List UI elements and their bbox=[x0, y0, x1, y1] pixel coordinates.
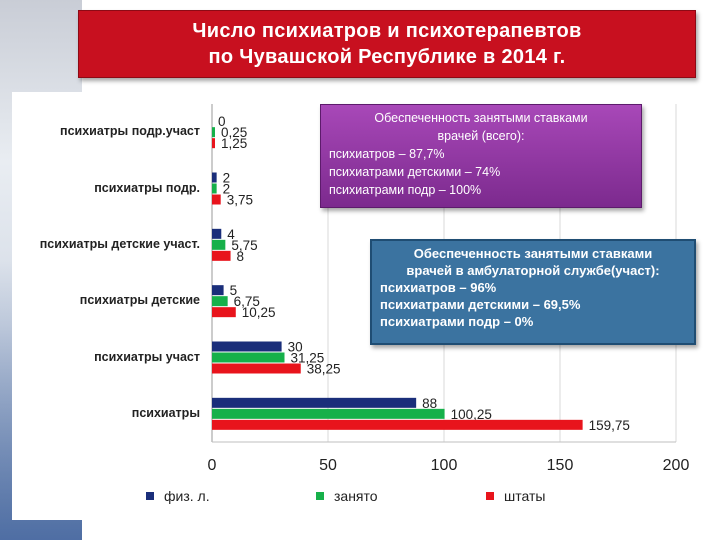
legend-swatch-staff bbox=[486, 492, 494, 500]
bar-phys bbox=[212, 341, 282, 352]
legend-label-phys: физ. л. bbox=[164, 488, 210, 504]
title-banner: Число психиатров и психотерапевтов по Чу… bbox=[78, 10, 696, 78]
box2-header-1: Обеспеченность занятыми ставками bbox=[413, 246, 653, 261]
legend-item-staff: штаты bbox=[486, 488, 545, 504]
category-label: психиатры детские участ. bbox=[39, 236, 200, 251]
x-tick-label: 100 bbox=[431, 457, 458, 474]
box2-line-2: психиатрами детскими – 69,5% bbox=[380, 297, 581, 312]
box2-line-3: психиатрами подр – 0% bbox=[380, 314, 534, 329]
annotation-box-total: Обеспеченность занятыми ставками врачей … bbox=[320, 104, 642, 208]
data-label-staff: 3,75 bbox=[227, 193, 253, 208]
bar-phys bbox=[212, 172, 217, 183]
annotation-box-outpatient: Обеспеченность занятыми ставками врачей … bbox=[370, 239, 696, 345]
data-label-occupied: 100,25 bbox=[451, 407, 492, 422]
bar-occupied bbox=[212, 296, 228, 307]
legend-label-occupied: занято bbox=[334, 488, 378, 504]
data-label-occupied: 6,75 bbox=[234, 294, 260, 309]
legend-label-staff: штаты bbox=[504, 488, 546, 504]
data-label-occupied: 5,75 bbox=[231, 238, 257, 253]
data-label-staff: 38,25 bbox=[307, 362, 341, 377]
title-line-2: по Чувашской Республике в 2014 г. bbox=[208, 46, 566, 68]
box1-header-1: Обеспеченность занятыми ставками bbox=[374, 111, 588, 125]
data-label-staff: 8 bbox=[237, 249, 245, 264]
bar-phys bbox=[212, 228, 222, 239]
category-label: психиатры детские bbox=[79, 293, 200, 308]
legend-item-phys: физ. л. bbox=[146, 488, 210, 504]
category-label: психиатры bbox=[131, 405, 200, 420]
bar-occupied bbox=[212, 408, 445, 419]
data-label-phys: 5 bbox=[230, 283, 238, 298]
data-label-phys: 88 bbox=[422, 396, 437, 411]
box1-header-2: врачей (всего): bbox=[437, 129, 525, 143]
legend-swatch-phys bbox=[146, 492, 154, 500]
legend-swatch-occupied bbox=[316, 492, 324, 500]
data-label-phys: 0 bbox=[218, 114, 226, 129]
category-label: психиатры подр. bbox=[94, 180, 200, 195]
bar-occupied bbox=[212, 183, 217, 194]
category-label: психиатры подр.участ bbox=[60, 124, 200, 139]
title-line-1: Число психиатров и психотерапевтов bbox=[192, 20, 582, 42]
data-label-staff: 10,25 bbox=[242, 305, 276, 320]
bar-occupied bbox=[212, 127, 215, 138]
box2-line-1: психиатров – 96% bbox=[380, 280, 497, 295]
x-tick-label: 200 bbox=[663, 457, 690, 474]
legend-item-occupied: занято bbox=[316, 488, 378, 504]
data-label-phys: 4 bbox=[227, 227, 235, 242]
x-tick-label: 50 bbox=[319, 457, 337, 474]
category-label: психиатры участ bbox=[94, 349, 200, 364]
bar-staff bbox=[212, 419, 583, 430]
bar-phys bbox=[212, 397, 417, 408]
data-label-occupied: 31,25 bbox=[291, 351, 325, 366]
bar-staff bbox=[212, 307, 236, 318]
bar-staff bbox=[212, 138, 215, 149]
box1-line-1: психиатров – 87,7% bbox=[329, 147, 445, 161]
bar-staff bbox=[212, 250, 231, 261]
box1-line-3: психиатрами подр – 100% bbox=[329, 183, 482, 197]
data-label-staff: 1,25 bbox=[221, 136, 247, 151]
box1-line-2: психиатрами детскими – 74% bbox=[329, 165, 501, 179]
x-tick-label: 150 bbox=[547, 457, 574, 474]
data-label-phys: 30 bbox=[288, 340, 303, 355]
data-label-phys: 2 bbox=[223, 171, 231, 186]
bar-phys bbox=[212, 285, 224, 296]
box2-header-2: врачей в амбулаторной службе(участ): bbox=[406, 263, 660, 278]
data-label-occupied: 0,25 bbox=[221, 125, 247, 140]
data-label-occupied: 2 bbox=[223, 182, 231, 197]
data-label-staff: 159,75 bbox=[589, 418, 630, 433]
bar-staff bbox=[212, 194, 221, 205]
bar-occupied bbox=[212, 239, 226, 250]
bar-occupied bbox=[212, 352, 285, 363]
x-tick-label: 0 bbox=[208, 457, 217, 474]
bar-staff bbox=[212, 363, 301, 374]
